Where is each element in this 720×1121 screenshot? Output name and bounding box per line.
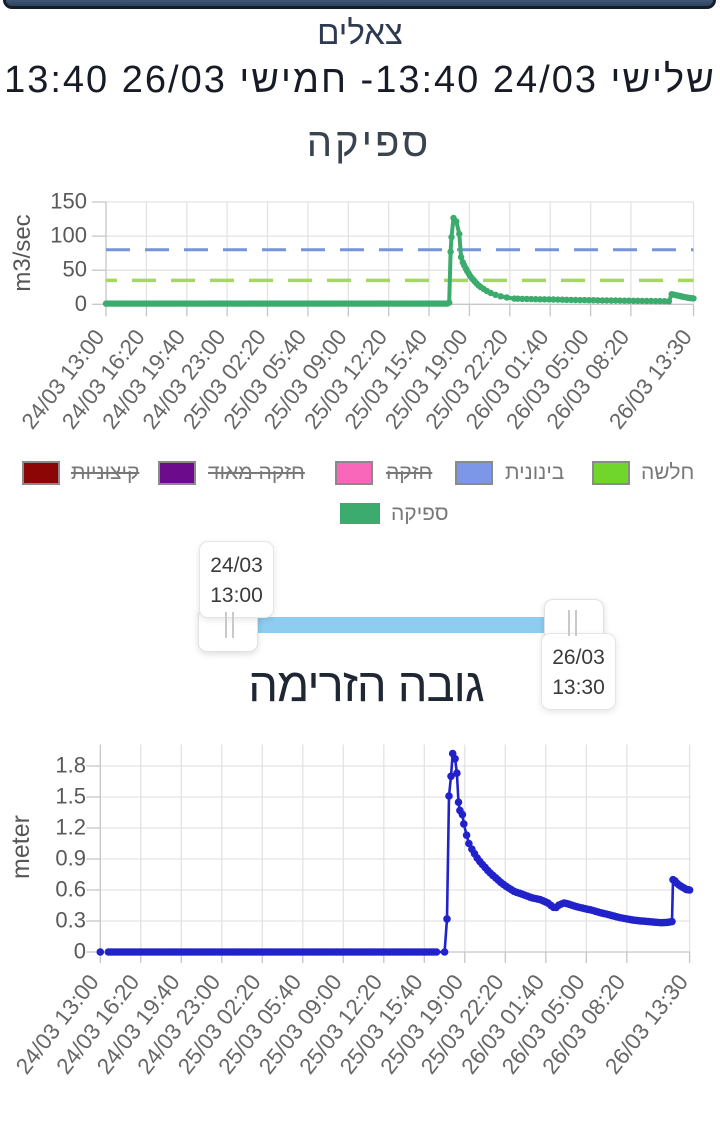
svg-text:0.6: 0.6 [55,877,86,902]
svg-text:0.3: 0.3 [55,908,86,933]
svg-text:50: 50 [63,257,87,282]
svg-text:0: 0 [74,939,86,964]
svg-text:1.8: 1.8 [55,753,86,778]
svg-text:0: 0 [75,291,87,316]
svg-text:1.2: 1.2 [55,815,86,840]
svg-text:m3/sec: m3/sec [9,214,36,291]
svg-text:meter: meter [7,815,35,879]
svg-text:150: 150 [50,189,87,214]
svg-text:1.5: 1.5 [55,784,86,809]
svg-text:0.9: 0.9 [55,846,86,871]
svg-text:100: 100 [50,223,87,248]
